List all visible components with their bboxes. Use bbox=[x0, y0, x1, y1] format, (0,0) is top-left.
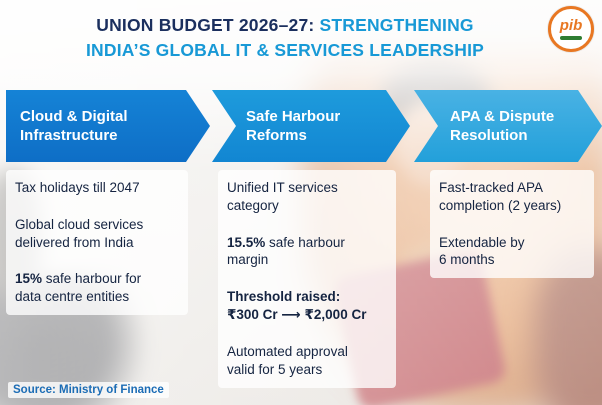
pib-logo: pib bbox=[548, 6, 594, 52]
column-item: Unified IT services category bbox=[227, 180, 338, 213]
title-line-1: UNION BUDGET 2026–27: STRENGTHENING bbox=[20, 13, 550, 38]
page-title: UNION BUDGET 2026–27: STRENGTHENING INDI… bbox=[20, 13, 550, 63]
column-cloud-digital-infrastructure: Cloud & Digital Infrastructure Tax holid… bbox=[6, 90, 210, 316]
column-panel: Tax holidays till 2047 Global cloud serv… bbox=[6, 170, 188, 316]
column-item: Global cloud services delivered from Ind… bbox=[15, 216, 144, 250]
column-item: Extendable by 6 months bbox=[439, 234, 525, 268]
title-budget-label: UNION BUDGET 2026–27: bbox=[96, 15, 315, 35]
column-banner-cloud-digital: Cloud & Digital Infrastructure bbox=[6, 90, 210, 162]
column-banner-apa-dispute: APA & Dispute Resolution bbox=[414, 90, 602, 162]
column-item: 15.5% safe harbour margin bbox=[227, 234, 345, 268]
column-panel: Fast-tracked APA completion (2 years) Ex… bbox=[430, 170, 594, 279]
column-item: Threshold raised: ₹300 Cr ⟶ ₹2,000 Cr bbox=[227, 289, 367, 323]
source-attribution: Source: Ministry of Finance bbox=[8, 382, 169, 398]
column-item: Automated approval valid for 5 years bbox=[227, 343, 348, 377]
title-strengthening-label: STRENGTHENING bbox=[319, 15, 474, 35]
pib-logo-text: pib bbox=[559, 17, 583, 34]
title-line-2: INDIA’S GLOBAL IT & SERVICES LEADERSHIP bbox=[85, 39, 485, 60]
pib-logo-green-bar bbox=[560, 36, 582, 40]
column-item: 15% safe harbour for data centre entitie… bbox=[15, 271, 142, 305]
column-banner-safe-harbour: Safe Harbour Reforms bbox=[212, 90, 410, 162]
column-item: Tax holidays till 2047 bbox=[15, 180, 140, 195]
column-item: Fast-tracked APA completion (2 years) bbox=[439, 180, 562, 213]
column-safe-harbour-reforms: Safe Harbour Reforms Unified IT services… bbox=[212, 90, 410, 388]
column-panel: Unified IT services category 15.5% safe … bbox=[218, 170, 396, 388]
column-apa-dispute-resolution: APA & Dispute Resolution Fast-tracked AP… bbox=[414, 90, 602, 279]
